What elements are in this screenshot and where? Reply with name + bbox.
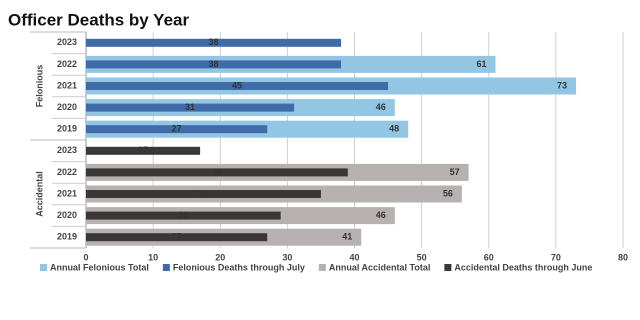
group-label: Accidental: [34, 171, 44, 217]
x-tick-label: 10: [148, 252, 158, 262]
legend-swatch: [444, 264, 452, 271]
value-label: 38: [209, 59, 219, 69]
y-tick-label: 2022: [57, 59, 77, 69]
y-tick-label: 2023: [57, 145, 77, 155]
value-label: 31: [185, 102, 195, 112]
x-tick-label: 40: [349, 252, 359, 262]
value-label: 61: [476, 59, 486, 69]
bar: [86, 168, 348, 177]
value-label: 41: [342, 232, 352, 242]
value-label: 35: [198, 188, 208, 198]
value-label: 27: [172, 232, 182, 242]
legend-label: Annual Felonious Total: [50, 262, 149, 272]
value-label: 45: [232, 80, 242, 90]
value-label: 27: [172, 124, 182, 134]
legend-label: Annual Accidental Total: [329, 262, 431, 272]
y-tick-label: 2020: [57, 102, 77, 112]
bar: [86, 211, 281, 220]
bar: [86, 146, 201, 155]
bar: [86, 125, 268, 134]
y-tick-label: 2021: [57, 188, 77, 198]
bar: [86, 60, 342, 69]
bar: [86, 82, 389, 90]
bar: [86, 103, 295, 112]
legend-swatch: [318, 264, 326, 271]
bar: [86, 233, 268, 242]
value-label: 46: [376, 102, 386, 112]
value-label: 38: [209, 37, 219, 47]
legend-label: Accidental Deaths through June: [454, 262, 592, 272]
y-tick-label: 2021: [57, 80, 77, 90]
x-tick-label: 70: [551, 252, 561, 262]
x-tick-label: 0: [83, 252, 88, 262]
x-tick-label: 20: [215, 252, 225, 262]
x-tick-label: 60: [484, 252, 494, 262]
value-label: 48: [389, 124, 399, 134]
value-label: 57: [450, 167, 460, 177]
bar: [86, 38, 342, 47]
group-label: Felonious: [34, 65, 44, 108]
legend-label: Felonious Deaths through July: [173, 262, 305, 272]
bar: [86, 190, 321, 198]
value-label: 39: [212, 167, 222, 177]
x-tick-label: 30: [282, 252, 292, 262]
value-label: 29: [178, 210, 188, 220]
y-tick-label: 2019: [57, 232, 77, 242]
y-tick-label: 2023: [57, 37, 77, 47]
y-tick-label: 2022: [57, 167, 77, 177]
value-label: 17: [138, 145, 148, 155]
legend-swatch: [162, 264, 170, 271]
value-label: 73: [557, 80, 567, 90]
y-tick-label: 2020: [57, 210, 77, 220]
x-tick-label: 50: [417, 252, 427, 262]
value-label: 56: [443, 188, 453, 198]
value-label: 46: [376, 210, 386, 220]
chart-title: Officer Deaths by Year: [8, 10, 189, 29]
legend-swatch: [40, 264, 47, 271]
x-tick-label: 80: [618, 252, 628, 262]
y-tick-label: 2019: [57, 124, 77, 134]
